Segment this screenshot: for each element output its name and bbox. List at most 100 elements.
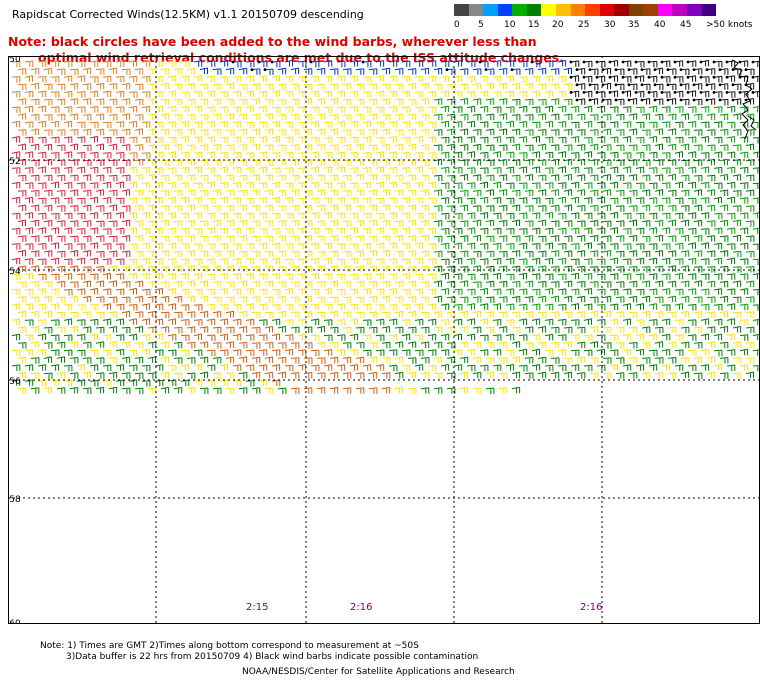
wind-barb xyxy=(667,173,676,181)
wind-barb xyxy=(147,372,157,379)
wind-barb xyxy=(238,113,248,120)
wind-barb xyxy=(219,333,229,341)
wind-barb xyxy=(635,273,645,280)
wind-barb xyxy=(511,204,521,211)
wind-barb xyxy=(381,280,391,288)
wind-barb xyxy=(524,326,534,333)
wind-barb xyxy=(459,250,469,257)
wind-barb xyxy=(316,67,326,75)
wind-barb xyxy=(11,120,21,128)
wind-barb xyxy=(401,60,411,67)
wind-barb xyxy=(414,120,424,128)
wind-barb xyxy=(323,90,333,98)
wind-barb xyxy=(700,333,710,340)
wind-barb xyxy=(141,257,151,265)
wind-barb xyxy=(602,204,612,211)
contamination-dot xyxy=(744,98,748,102)
wind-barb xyxy=(342,174,352,182)
wind-barb xyxy=(485,341,495,349)
wind-barb xyxy=(362,273,372,280)
wind-barb xyxy=(199,174,209,182)
wind-barb xyxy=(479,121,489,128)
wind-barb xyxy=(284,228,294,235)
wind-barb xyxy=(63,243,73,250)
wind-barb xyxy=(56,280,66,288)
wind-barb xyxy=(258,151,268,159)
wind-barb xyxy=(362,242,372,250)
wind-barb xyxy=(654,296,664,303)
wind-barb xyxy=(238,98,248,106)
wind-barb xyxy=(557,75,567,83)
wind-barb xyxy=(245,105,254,112)
wind-barb xyxy=(498,189,508,196)
wind-barb xyxy=(622,121,632,128)
wind-barb xyxy=(557,288,567,295)
contamination-dot xyxy=(569,60,573,64)
wind-barb xyxy=(674,167,684,174)
wind-barb xyxy=(687,136,697,143)
wind-barb xyxy=(50,303,60,310)
wind-barb xyxy=(485,326,495,333)
wind-barb xyxy=(388,288,398,295)
wind-barb xyxy=(511,128,521,136)
wind-barb xyxy=(485,144,495,151)
wind-barb xyxy=(550,250,560,257)
wind-barb xyxy=(362,120,372,128)
wind-barb xyxy=(414,318,424,326)
wind-barb xyxy=(576,356,586,363)
wind-barb xyxy=(43,189,53,197)
wind-barb xyxy=(199,356,209,364)
wind-barb xyxy=(264,159,274,166)
wind-barb xyxy=(557,334,567,341)
wind-barb xyxy=(726,166,736,174)
wind-barb xyxy=(596,303,606,311)
wind-barb xyxy=(739,166,749,174)
wind-barb xyxy=(212,174,222,182)
wind-barb xyxy=(128,364,138,372)
wind-barb xyxy=(277,189,287,197)
wind-barb xyxy=(128,105,138,113)
wind-barb xyxy=(739,319,749,326)
wind-barb xyxy=(336,288,346,296)
wind-barb xyxy=(368,83,378,90)
wind-barb xyxy=(212,143,222,151)
wind-barb xyxy=(466,258,476,265)
wind-barb xyxy=(576,144,586,151)
wind-barb xyxy=(342,342,352,349)
wind-barb xyxy=(661,106,671,113)
wind-barb xyxy=(310,137,320,144)
contamination-dot xyxy=(588,83,592,87)
wind-barb xyxy=(427,318,437,326)
wind-barb xyxy=(414,60,424,67)
wind-barb xyxy=(167,242,177,250)
wind-barb xyxy=(43,174,53,182)
wind-barb xyxy=(30,250,40,257)
wind-barb xyxy=(674,181,684,189)
wind-barb xyxy=(30,159,40,167)
wind-barb xyxy=(63,273,73,280)
wind-barb xyxy=(745,174,755,181)
wind-barb xyxy=(583,288,593,295)
wind-barb xyxy=(615,281,625,288)
wind-barb xyxy=(570,152,580,159)
wind-barb xyxy=(102,272,111,280)
wind-barb xyxy=(635,319,645,326)
wind-barb xyxy=(76,121,86,128)
wind-barb xyxy=(706,326,716,333)
wind-barb xyxy=(323,334,333,342)
wind-barb xyxy=(349,288,359,295)
colorbar-swatch xyxy=(701,4,717,16)
wind-barb xyxy=(212,205,222,212)
wind-barb xyxy=(95,296,105,303)
wind-barb xyxy=(544,257,554,265)
wind-barb xyxy=(433,67,443,75)
wind-barb xyxy=(258,349,268,356)
wind-barb xyxy=(693,280,703,287)
wind-barb xyxy=(576,205,586,212)
wind-barb xyxy=(550,220,560,227)
wind-barb xyxy=(492,151,502,158)
wind-barb xyxy=(414,334,424,341)
wind-barb xyxy=(24,75,33,82)
wind-barb xyxy=(583,318,592,325)
wind-barb xyxy=(186,114,196,121)
